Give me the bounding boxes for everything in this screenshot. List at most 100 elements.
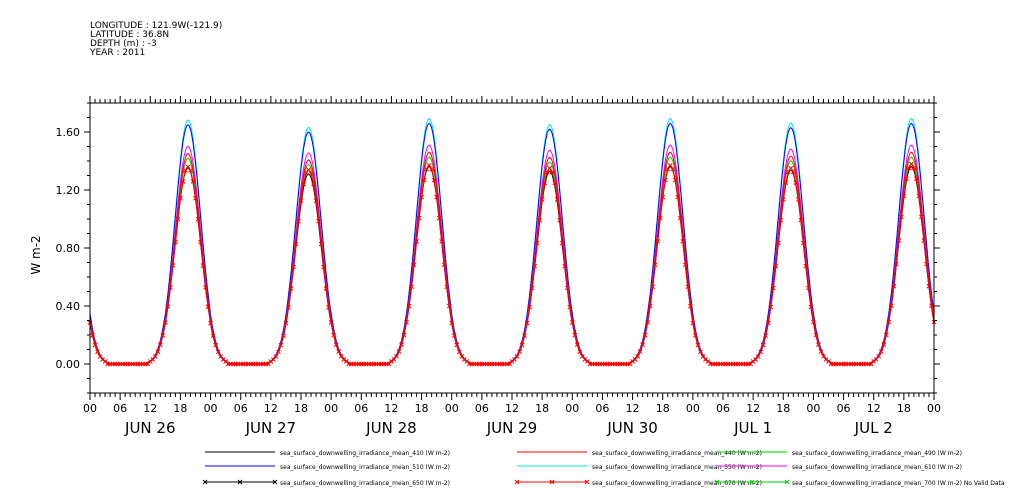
series-670-point xyxy=(298,198,304,204)
series-670-point xyxy=(657,215,663,221)
series-670-point xyxy=(205,304,211,309)
series-670-point xyxy=(926,283,932,289)
series-670-point xyxy=(765,320,771,326)
series-670-point xyxy=(690,320,696,326)
series-670-point xyxy=(901,193,907,199)
series-670-point xyxy=(296,218,301,224)
series-670-point xyxy=(635,354,640,359)
y-axis-label: W m-2 xyxy=(29,235,43,274)
series-670-point xyxy=(170,263,176,268)
series-670-point xyxy=(399,342,404,348)
legend-item: sea_surface_downwelling_irradiance_mean_… xyxy=(517,464,762,471)
legend-label: sea_surface_downwelling_irradiance_mean_… xyxy=(280,464,450,471)
series-670-point xyxy=(416,215,422,221)
series-670-point xyxy=(331,332,337,338)
series-670-point xyxy=(529,285,535,291)
series-670-point xyxy=(876,353,882,359)
series-670-point xyxy=(286,305,291,310)
series-670-point xyxy=(680,239,686,244)
series-670-point xyxy=(637,349,643,355)
series-670-point xyxy=(168,285,173,290)
x-tick-label: 06 xyxy=(475,402,489,415)
series-670-point xyxy=(414,239,419,244)
series-670-point xyxy=(755,354,761,359)
series-670-point xyxy=(811,319,816,325)
series-670-point xyxy=(652,262,658,268)
series-670-point xyxy=(532,263,537,269)
x-day-label: JUN 26 xyxy=(124,419,175,437)
series-670-point xyxy=(881,342,887,347)
series-670-point xyxy=(572,332,578,338)
series-670-point xyxy=(909,161,914,167)
series-670-point xyxy=(522,333,527,338)
series-670-point xyxy=(904,176,909,182)
series-670-point xyxy=(577,349,583,355)
x-day-label: JUL 1 xyxy=(733,419,772,437)
series-670-point xyxy=(554,197,560,202)
series-670-point xyxy=(439,239,445,244)
series-670-point xyxy=(409,284,414,290)
series-670-point xyxy=(406,303,412,309)
series-670-point xyxy=(803,263,809,269)
x-day-label: JUN 30 xyxy=(606,419,657,437)
series-670-point xyxy=(514,354,520,359)
series-670-point xyxy=(283,320,289,326)
series-670-point xyxy=(911,165,917,171)
series-670-point xyxy=(92,342,98,348)
series-670-point xyxy=(878,349,884,354)
series-670-point xyxy=(323,286,329,291)
x-tick-label: 00 xyxy=(686,402,700,415)
series-670-point xyxy=(291,264,296,270)
y-tick-label: 0.00 xyxy=(56,358,81,371)
depth-label: DEPTH (m) : -3 xyxy=(90,39,157,49)
x-tick-label: 00 xyxy=(445,402,459,415)
series-670-point xyxy=(574,342,580,348)
series-670-point xyxy=(273,354,279,359)
series-670-point xyxy=(157,342,163,348)
x-tick-label: 00 xyxy=(565,402,579,415)
series-670-point xyxy=(173,239,178,245)
x-tick-label: 06 xyxy=(837,402,851,415)
legend-label: sea_surface_downwelling_irradiance_mean_… xyxy=(592,464,762,471)
series-610 xyxy=(89,144,935,365)
series-670-point xyxy=(534,240,540,246)
series-670-point xyxy=(308,171,314,176)
series-670-point xyxy=(698,349,703,355)
legend-item: sea_surface_downwelling_irradiance_mean_… xyxy=(714,479,1005,487)
series-670-point xyxy=(165,304,171,309)
series-670-point xyxy=(544,169,550,175)
x-tick-label: 00 xyxy=(204,402,218,415)
series-670-point xyxy=(685,284,691,290)
series-670-point xyxy=(426,162,432,168)
x-tick-label: 06 xyxy=(354,402,368,415)
x-tick-label: 18 xyxy=(415,402,429,415)
series-670-point xyxy=(914,176,919,182)
series-670-point xyxy=(175,216,181,222)
axes-layer: 00 06 12 18 00 06 12 18 00 06 12 18 00 06 12 18 00 06 12 18… xyxy=(56,96,941,437)
series-670-point xyxy=(436,215,442,221)
series-670-point xyxy=(195,216,201,222)
series-670-point xyxy=(559,240,565,246)
legend-item: sea_surface_downwelling_irradiance_mean_… xyxy=(717,450,962,457)
series-670-point xyxy=(924,261,929,267)
series-670-point xyxy=(549,169,555,175)
series-670-point xyxy=(567,304,573,310)
series-670-point xyxy=(818,349,824,354)
legend-marker xyxy=(584,479,590,485)
x-tick-label: 12 xyxy=(746,402,760,415)
series-670-point xyxy=(778,217,784,223)
series-670-point xyxy=(896,238,902,243)
x-tick-label: 12 xyxy=(143,402,157,415)
series-670-point xyxy=(677,215,683,221)
series-670-point xyxy=(801,240,806,246)
series-670-point xyxy=(773,263,779,269)
series-670-point xyxy=(328,320,334,325)
series-670-point xyxy=(178,195,183,201)
series-670-point xyxy=(665,166,671,172)
legend-label: sea_surface_downwelling_irradiance_mean_… xyxy=(592,480,762,487)
series-670-point xyxy=(813,332,819,338)
x-tick-label: 12 xyxy=(867,402,881,415)
series-670-point xyxy=(190,179,196,184)
series-670-point xyxy=(790,169,796,175)
x-tick-label: 12 xyxy=(384,402,398,415)
